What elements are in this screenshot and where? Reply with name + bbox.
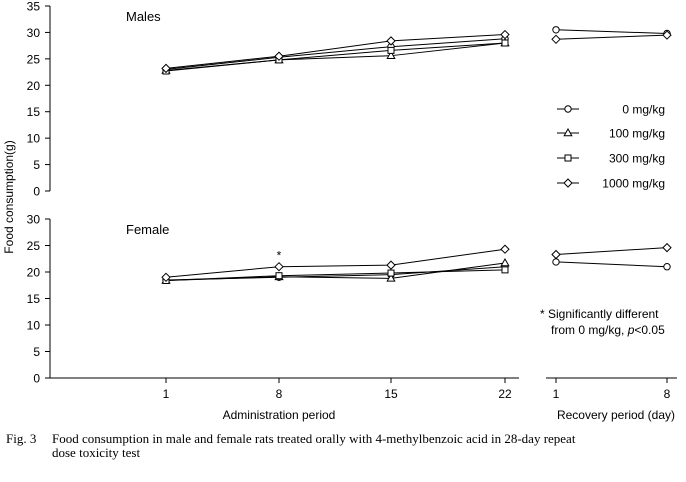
series-layer: *: [161, 26, 672, 284]
legend-entry: 300 mg/kg: [557, 152, 665, 166]
y-tick-label: 30: [27, 26, 41, 40]
legend-entry: 1000 mg/kg: [557, 177, 665, 191]
data-point: [551, 34, 561, 45]
legend-label: 100 mg/kg: [609, 127, 665, 141]
axes-layer: 0 5 10 15 20 25 30 35 Males 0 5 10 15 20 25 30 Female Foo…: [2, 0, 677, 422]
y-tick-label: 5: [33, 158, 40, 172]
series-line: [165, 29, 668, 70]
series-line: [165, 34, 668, 69]
series-line: [165, 247, 668, 278]
y-tick-label: 35: [27, 0, 41, 14]
data-point: [274, 261, 284, 272]
x-tick-label: 8: [276, 387, 283, 401]
data-point: [552, 26, 560, 34]
legend: 0 mg/kg 100 mg/kg 300 mg/kg 1000 mg/kg: [557, 103, 665, 191]
y-tick-label: 25: [27, 239, 41, 253]
y-tick-label: 30: [27, 213, 41, 227]
x-tick-label: 8: [664, 387, 671, 401]
series-line-admin: [165, 269, 506, 281]
panel-title: Female: [126, 222, 169, 237]
y-tick-label: 10: [27, 132, 41, 146]
series-line-admin: [165, 38, 506, 70]
series-line-recovery: [555, 247, 668, 256]
series-line-admin: [165, 262, 506, 281]
x-axis-label: Recovery period (day): [557, 408, 675, 422]
data-point: [386, 36, 396, 46]
caption-line-2: dose toxicity test: [52, 445, 141, 460]
y-tick-label: 10: [27, 319, 41, 333]
y-axis-label: Food consumption(g): [2, 140, 16, 253]
data-point: [161, 63, 171, 74]
significance-note-line2: from 0 mg/kg, p<0.05: [551, 323, 665, 337]
series-line: [165, 42, 506, 72]
data-point: [501, 39, 509, 47]
data-point: [386, 273, 396, 282]
legend-marker: [564, 105, 572, 113]
series-line-recovery: [555, 29, 668, 34]
series-line-recovery: [555, 261, 668, 268]
data-point: [274, 51, 284, 61]
legend-entry: 100 mg/kg: [557, 127, 665, 141]
y-tick-label: 15: [27, 292, 41, 306]
series-line: [165, 269, 506, 281]
data-point: [501, 266, 509, 274]
data-point: [275, 272, 283, 280]
legend-label: 300 mg/kg: [609, 152, 665, 166]
legend-label: 0 mg/kg: [622, 103, 665, 117]
data-point: [662, 242, 672, 253]
significance-note-line1: * Significantly different: [540, 307, 659, 321]
y-tick-label: 15: [27, 105, 41, 119]
data-point: [552, 258, 560, 266]
legend-marker: [563, 127, 573, 137]
x-tick-label: 1: [163, 387, 170, 401]
legend-entry: 0 mg/kg: [557, 103, 665, 117]
data-point: [663, 263, 671, 271]
x-tick-label: 15: [384, 387, 398, 401]
data-point: [387, 269, 395, 277]
data-point: [500, 244, 510, 254]
data-point: [386, 50, 396, 59]
data-point: [500, 257, 510, 267]
series-line: [165, 262, 506, 281]
y-tick-label: 25: [27, 52, 41, 66]
data-point: [387, 46, 395, 54]
series-line-recovery: [555, 34, 668, 40]
panel-title: Males: [126, 9, 161, 24]
series-line-admin: [165, 42, 506, 72]
data-point: [386, 260, 396, 270]
data-point: [161, 272, 171, 283]
y-tick-label: 20: [27, 266, 41, 280]
significance-marker: *: [277, 249, 282, 263]
y-tick-label: 5: [33, 345, 40, 359]
significance-note: * Significantly different from 0 mg/kg, …: [540, 307, 665, 337]
x-tick-label: 22: [498, 387, 512, 401]
figure-number: Fig. 3: [6, 431, 37, 446]
y-tick-label: 0: [33, 372, 40, 386]
series-line-admin: [165, 34, 506, 69]
series-line-admin: [165, 248, 506, 278]
y-tick-label: 0: [33, 185, 40, 199]
data-point: [500, 29, 510, 40]
legend-label: 1000 mg/kg: [602, 177, 665, 191]
data-point: [551, 249, 561, 260]
legend-marker: [564, 154, 572, 162]
legend-marker: [563, 178, 573, 188]
x-tick-label: 1: [553, 387, 560, 401]
x-axis-label: Administration period: [223, 408, 336, 422]
data-point: [662, 30, 672, 40]
y-tick-label: 20: [27, 79, 41, 93]
caption-line-1: Food consumption in male and female rats…: [52, 431, 576, 446]
figure-caption: Fig. 3 Food consumption in male and femal…: [6, 432, 676, 460]
